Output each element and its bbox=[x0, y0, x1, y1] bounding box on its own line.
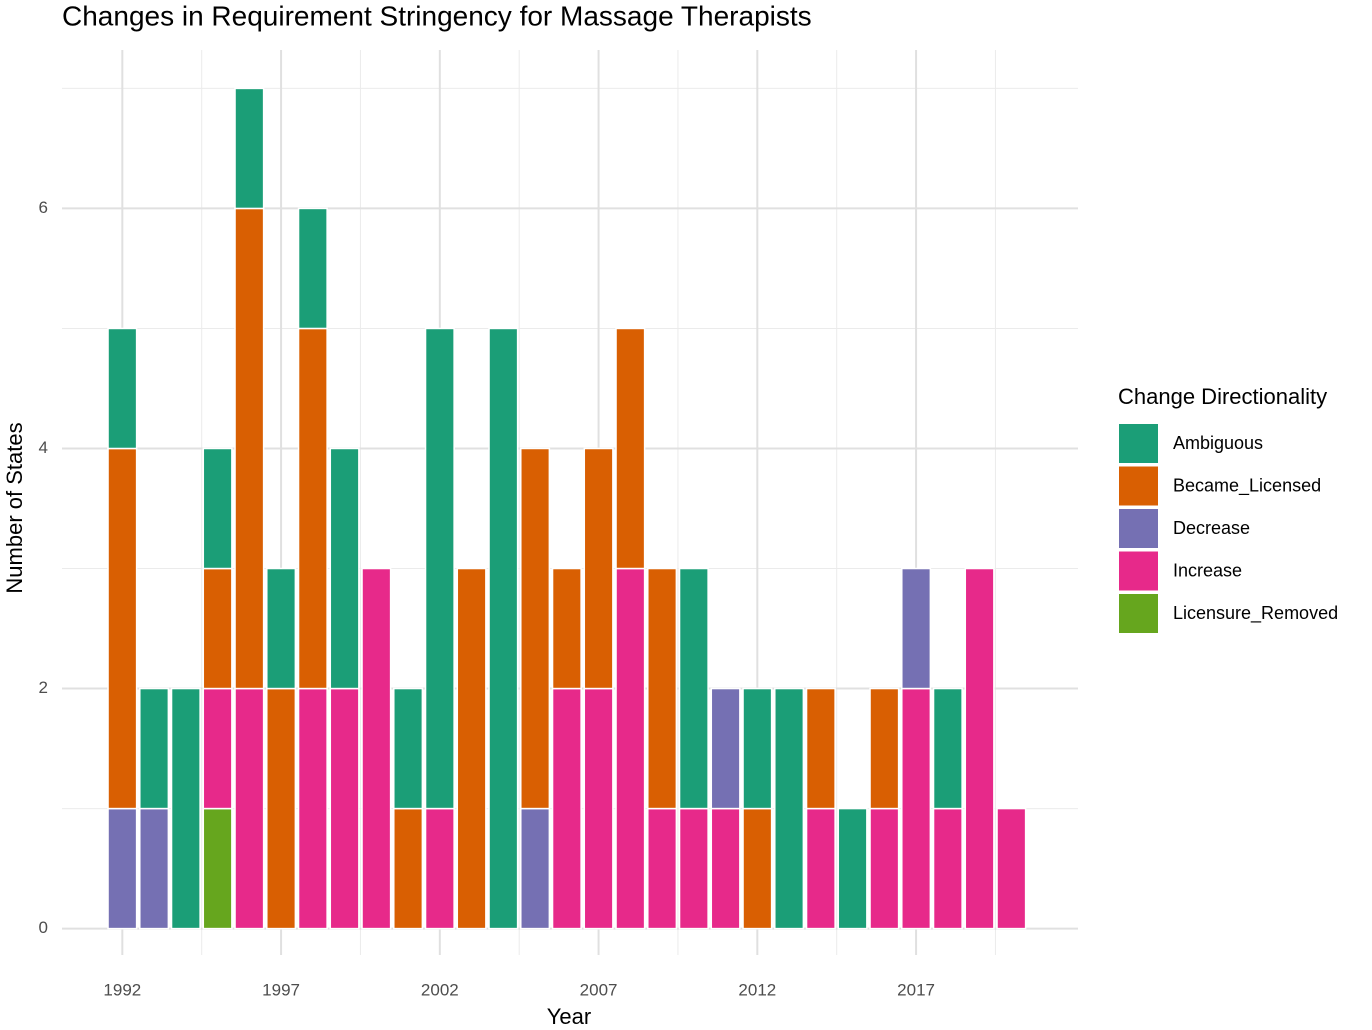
legend-label: Increase bbox=[1173, 560, 1242, 580]
bar-segment bbox=[805, 687, 836, 810]
bar-segment bbox=[678, 807, 709, 930]
bar-segment bbox=[266, 567, 297, 690]
y-tick-label: 6 bbox=[39, 198, 48, 217]
bar-segment bbox=[869, 687, 900, 810]
bar-segment bbox=[710, 807, 741, 930]
bar-segment bbox=[234, 207, 265, 690]
bar-segment bbox=[583, 687, 614, 930]
bar-segment bbox=[170, 687, 201, 930]
bar-segment bbox=[107, 327, 138, 450]
bar-segment bbox=[647, 567, 678, 810]
bar-segment bbox=[297, 207, 328, 330]
bar-segment bbox=[964, 567, 995, 930]
bar-segment bbox=[234, 87, 265, 210]
legend-swatch bbox=[1119, 551, 1158, 591]
chart-title: Changes in Requirement Stringency for Ma… bbox=[62, 0, 812, 31]
bar-segment bbox=[202, 567, 233, 690]
x-tick-label: 2017 bbox=[897, 980, 935, 999]
bar-segment bbox=[742, 687, 773, 810]
y-tick-label: 4 bbox=[39, 438, 48, 457]
x-tick-label: 1992 bbox=[103, 980, 141, 999]
bar-segment bbox=[678, 567, 709, 810]
x-tick-label: 1997 bbox=[262, 980, 300, 999]
bar-segment bbox=[361, 567, 392, 930]
bar-segment bbox=[615, 327, 646, 570]
bar-segment bbox=[202, 687, 233, 810]
bar-segment bbox=[297, 687, 328, 930]
bar-segment bbox=[329, 687, 360, 930]
bar-segment bbox=[393, 807, 424, 930]
bar-segment bbox=[901, 687, 932, 930]
bar-segment bbox=[520, 807, 551, 930]
bar-segment bbox=[107, 807, 138, 930]
bar-segment bbox=[996, 807, 1027, 930]
y-tick-label: 2 bbox=[39, 678, 48, 697]
bar-segment bbox=[393, 687, 424, 810]
x-tick-label: 2007 bbox=[580, 980, 618, 999]
bar-segment bbox=[329, 447, 360, 690]
legend-label: Ambiguous bbox=[1173, 433, 1263, 453]
x-tick-label: 2002 bbox=[421, 980, 459, 999]
legend-label: Decrease bbox=[1173, 518, 1250, 538]
bar-segment bbox=[837, 807, 868, 930]
bar-segment bbox=[424, 807, 455, 930]
bar-segment bbox=[107, 447, 138, 810]
bar-segment bbox=[139, 687, 170, 810]
x-axis-title: Year bbox=[547, 1004, 591, 1029]
bar-segment bbox=[932, 807, 963, 930]
bar-segment bbox=[520, 447, 551, 810]
legend-swatch bbox=[1119, 466, 1158, 506]
bar-segment bbox=[805, 807, 836, 930]
legend-swatch bbox=[1119, 424, 1158, 463]
bar-segment bbox=[456, 567, 487, 930]
bar-segment bbox=[774, 687, 805, 930]
bar-segment bbox=[551, 567, 582, 690]
bar-segment bbox=[615, 567, 646, 930]
bar-segment bbox=[869, 807, 900, 930]
bar-segment bbox=[932, 687, 963, 810]
bar-segment bbox=[710, 687, 741, 810]
bar-segment bbox=[901, 567, 932, 690]
bar-segment bbox=[742, 807, 773, 930]
bar-segment bbox=[583, 447, 614, 690]
legend-label: Became_Licensed bbox=[1173, 475, 1321, 496]
legend-swatch bbox=[1119, 594, 1158, 633]
bar-segment bbox=[202, 447, 233, 570]
bar-segment bbox=[551, 687, 582, 930]
legend-label: Licensure_Removed bbox=[1173, 603, 1338, 624]
bar-segment bbox=[647, 807, 678, 930]
bar-segment bbox=[234, 687, 265, 930]
x-tick-label: 2012 bbox=[738, 980, 776, 999]
legend-swatch bbox=[1119, 509, 1158, 548]
y-axis-title: Number of States bbox=[2, 422, 27, 593]
bar-segment bbox=[488, 327, 519, 930]
y-tick-label: 0 bbox=[39, 918, 48, 937]
legend-title: Change Directionality bbox=[1118, 384, 1327, 409]
bar-segment bbox=[424, 327, 455, 810]
bar-segment bbox=[202, 807, 233, 930]
bar-segment bbox=[297, 327, 328, 690]
bar-segment bbox=[139, 807, 170, 930]
bar-segment bbox=[266, 687, 297, 930]
